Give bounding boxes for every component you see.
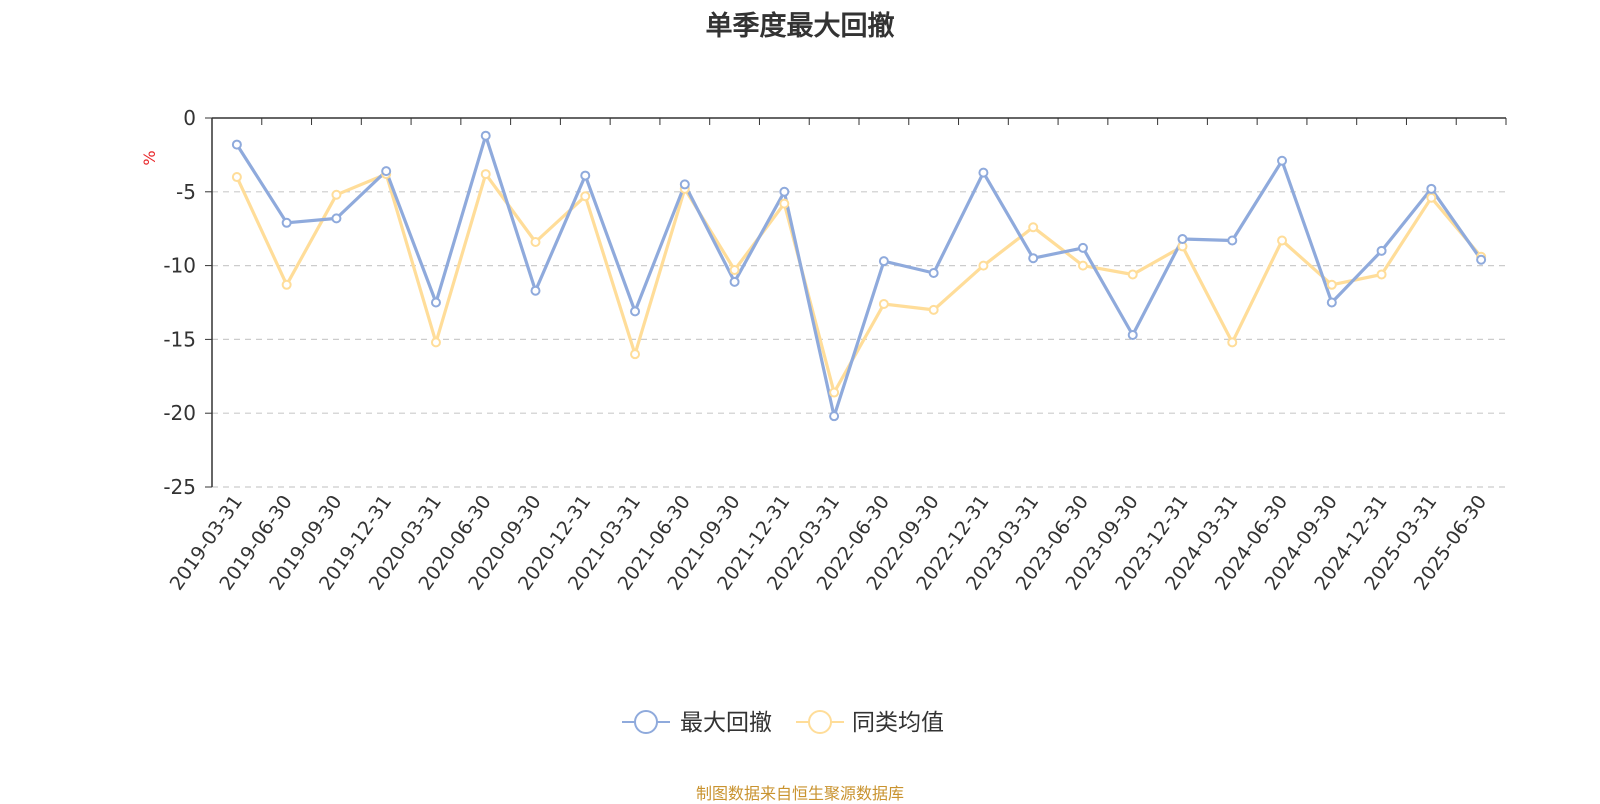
data-point-peer-average xyxy=(1326,279,1337,290)
data-point-max-drawdown xyxy=(430,297,441,308)
data-point-peer-average xyxy=(928,304,939,315)
data-point-max-drawdown xyxy=(1277,155,1288,166)
legend-label: 同类均值 xyxy=(852,710,944,736)
data-point-max-drawdown xyxy=(331,213,342,224)
data-point-max-drawdown xyxy=(231,139,242,150)
data-point-peer-average xyxy=(1376,269,1387,280)
data-point-max-drawdown xyxy=(281,217,292,228)
data-point-peer-average xyxy=(231,172,242,183)
data-point-peer-average xyxy=(729,265,740,276)
data-point-peer-average xyxy=(430,337,441,348)
data-point-max-drawdown xyxy=(530,285,541,296)
data-point-max-drawdown xyxy=(928,267,939,278)
series-line-max-drawdown xyxy=(235,134,1483,418)
data-point-peer-average xyxy=(331,189,342,200)
data-point-peer-average xyxy=(530,236,541,247)
y-tick-label: -20 xyxy=(163,401,196,425)
data-point-max-drawdown xyxy=(1227,235,1238,246)
y-tick-label: 0 xyxy=(183,106,196,130)
series-line-peer-average xyxy=(235,172,1483,395)
data-point-peer-average xyxy=(1426,192,1437,203)
data-point-peer-average xyxy=(580,191,591,202)
data-point-max-drawdown xyxy=(1426,183,1437,194)
legend-label: 最大回撤 xyxy=(680,710,772,736)
data-point-max-drawdown xyxy=(1326,297,1337,308)
data-point-peer-average xyxy=(779,198,790,209)
data-point-max-drawdown xyxy=(1177,234,1188,245)
data-point-max-drawdown xyxy=(1028,253,1039,264)
y-tick-label: -25 xyxy=(163,475,196,499)
data-point-max-drawdown xyxy=(580,170,591,181)
data-point-max-drawdown xyxy=(729,276,740,287)
data-point-max-drawdown xyxy=(978,167,989,178)
data-point-peer-average xyxy=(1077,260,1088,271)
chart-title: 单季度最大回撤 xyxy=(705,11,895,42)
data-point-peer-average xyxy=(1227,337,1238,348)
data-point-peer-average xyxy=(480,169,491,180)
data-point-max-drawdown xyxy=(679,179,690,190)
data-point-peer-average xyxy=(630,349,641,360)
data-point-max-drawdown xyxy=(779,186,790,197)
data-point-max-drawdown xyxy=(1376,245,1387,256)
data-point-max-drawdown xyxy=(1476,254,1487,265)
data-point-peer-average xyxy=(1277,235,1288,246)
data-point-peer-average xyxy=(281,279,292,290)
data-point-peer-average xyxy=(829,387,840,398)
data-point-peer-average xyxy=(878,298,889,309)
data-point-max-drawdown xyxy=(1077,242,1088,253)
data-point-max-drawdown xyxy=(1127,329,1138,340)
legend-marker xyxy=(808,710,832,734)
data-point-max-drawdown xyxy=(829,411,840,422)
data-point-peer-average xyxy=(1127,269,1138,280)
legend-marker xyxy=(634,710,658,734)
data-point-max-drawdown xyxy=(381,166,392,177)
data-source-note: 制图数据来自恒生聚源数据库 xyxy=(695,784,904,803)
y-tick-label: -15 xyxy=(163,327,196,351)
y-axis-label: % xyxy=(140,150,159,165)
y-tick-label: -10 xyxy=(163,254,196,278)
data-point-peer-average xyxy=(978,260,989,271)
data-point-peer-average xyxy=(1028,222,1039,233)
data-point-max-drawdown xyxy=(480,130,491,141)
data-point-max-drawdown xyxy=(878,256,889,267)
data-point-max-drawdown xyxy=(630,306,641,317)
y-tick-label: -5 xyxy=(176,180,196,204)
